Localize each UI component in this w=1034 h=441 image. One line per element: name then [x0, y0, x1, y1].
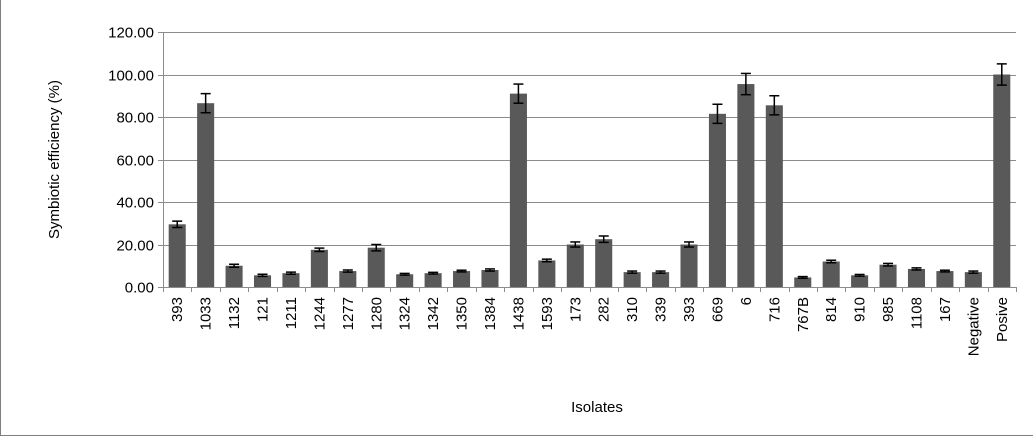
x-tick-labels: 393 1033 1132 121 1211 1244 1277 1280 1324 1342 13… [169, 297, 1011, 356]
y-tick-label: 40.00 [116, 195, 154, 212]
y-tick-labels: 0.00 20.00 40.00 60.00 80.00 100.00 120.00 [108, 25, 154, 297]
x-tick-label: 1324 [397, 297, 414, 330]
bar [453, 271, 471, 287]
x-tick-label: 282 [596, 297, 613, 322]
x-tick-label: 1108 [908, 297, 925, 329]
x-tick-label: 1132 [226, 297, 243, 329]
x-tick-label: 1033 [198, 297, 215, 330]
x-tick-label: 339 [653, 297, 670, 322]
bar [623, 272, 641, 287]
x-tick-label: 167 [937, 297, 954, 322]
bar [794, 277, 812, 287]
y-tick-label: 20.00 [116, 238, 154, 255]
bar [253, 275, 272, 287]
bar [595, 239, 613, 287]
bar [367, 247, 385, 287]
bar [509, 93, 527, 287]
gridlines [158, 32, 1016, 288]
x-tick-label: 1342 [425, 297, 442, 330]
y-tick-label: 80.00 [116, 110, 154, 127]
x-axis-title: Isolates [571, 399, 623, 416]
x-tick-label: Negative [965, 297, 982, 356]
x-tick-label: 310 [624, 297, 641, 322]
y-axis-title: Symbiotic efficiency (%) [46, 80, 63, 239]
bar [964, 272, 982, 287]
bar [907, 268, 926, 287]
x-tick-label: 1350 [454, 297, 471, 330]
x-tick-label: 669 [709, 297, 726, 322]
bar [737, 84, 755, 287]
bar [708, 113, 726, 287]
bar [822, 261, 840, 287]
x-tick-label: 393 [169, 297, 186, 322]
x-tick-label: 814 [823, 297, 840, 322]
x-tick-label: Posive [994, 297, 1011, 342]
x-tick-label: 1280 [368, 297, 385, 330]
bar [197, 103, 215, 287]
bar [339, 271, 357, 287]
bar [765, 105, 783, 287]
bar [993, 74, 1011, 287]
x-tick-label: 6 [738, 297, 755, 305]
bar [538, 260, 556, 287]
y-tick-label: 0.00 [125, 280, 154, 297]
y-tick-label: 120.00 [108, 25, 154, 42]
bar [424, 273, 442, 287]
x-tick-label: 1244 [311, 297, 328, 330]
bar [225, 265, 243, 287]
x-tick-label: 1593 [539, 297, 556, 330]
axes [163, 32, 1017, 292]
bar [282, 273, 300, 287]
bar [168, 224, 186, 287]
x-tick-label: 910 [852, 297, 869, 322]
bar [879, 264, 897, 287]
x-tick-label: 716 [766, 297, 783, 322]
bar [481, 270, 499, 287]
error-bars [172, 63, 1007, 280]
bar [652, 272, 670, 287]
x-tick-label: 393 [681, 297, 698, 322]
bar [396, 274, 414, 287]
bar [310, 249, 328, 287]
bar [680, 244, 698, 287]
x-tick-label: 1438 [510, 297, 527, 330]
x-tick-label: 1384 [482, 297, 499, 330]
bar [936, 271, 954, 287]
bar [851, 275, 869, 287]
x-tick-label: 985 [880, 297, 897, 322]
bar [566, 244, 584, 287]
x-tick-label: 121 [255, 297, 272, 322]
x-tick-label: 173 [567, 297, 584, 322]
y-tick-label: 100.00 [108, 68, 154, 85]
bars [168, 74, 1011, 287]
x-tick-label: 767B [795, 297, 812, 332]
x-tick-label: 1211 [283, 297, 300, 329]
x-tick-label: 1277 [340, 297, 357, 330]
y-tick-label: 60.00 [116, 153, 154, 170]
